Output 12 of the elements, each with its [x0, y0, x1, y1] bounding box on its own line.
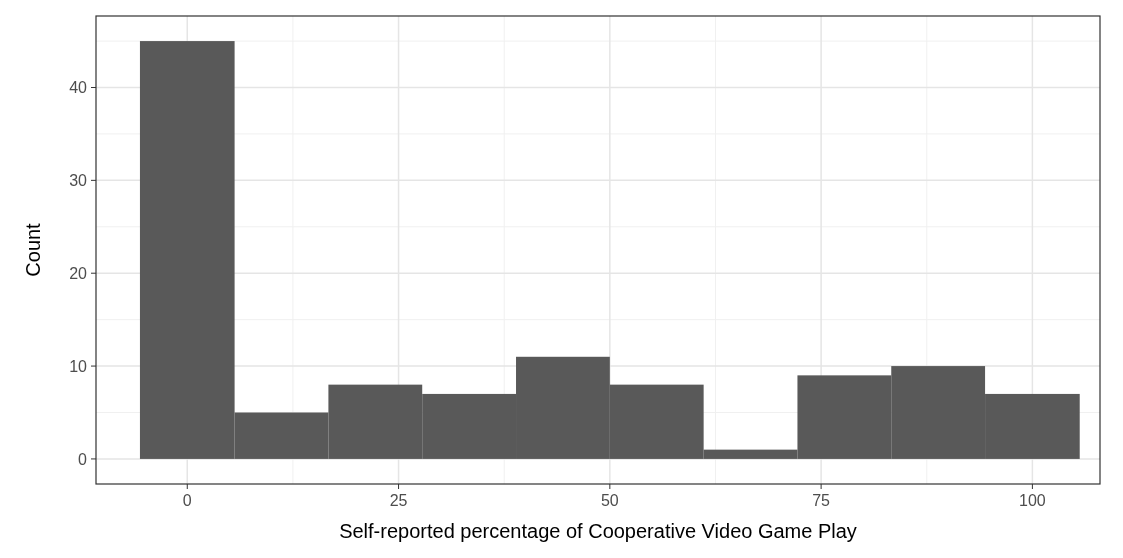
x-axis-title: Self-reported percentage of Cooperative Video Game Play [339, 520, 857, 542]
x-tick-label: 25 [389, 492, 408, 509]
x-tick-label: 100 [1019, 492, 1046, 509]
y-tick-label: 20 [69, 264, 88, 282]
y-tick-label: 0 [78, 450, 88, 468]
x-tick-label: 50 [600, 492, 619, 509]
x-tick-label: 75 [812, 492, 831, 509]
y-axis-title: Count [22, 222, 44, 277]
x-tick-label: 0 [182, 492, 192, 509]
y-tick-label: 30 [69, 171, 88, 189]
y-tick-label: 40 [69, 79, 88, 97]
y-tick-label: 10 [69, 357, 88, 375]
